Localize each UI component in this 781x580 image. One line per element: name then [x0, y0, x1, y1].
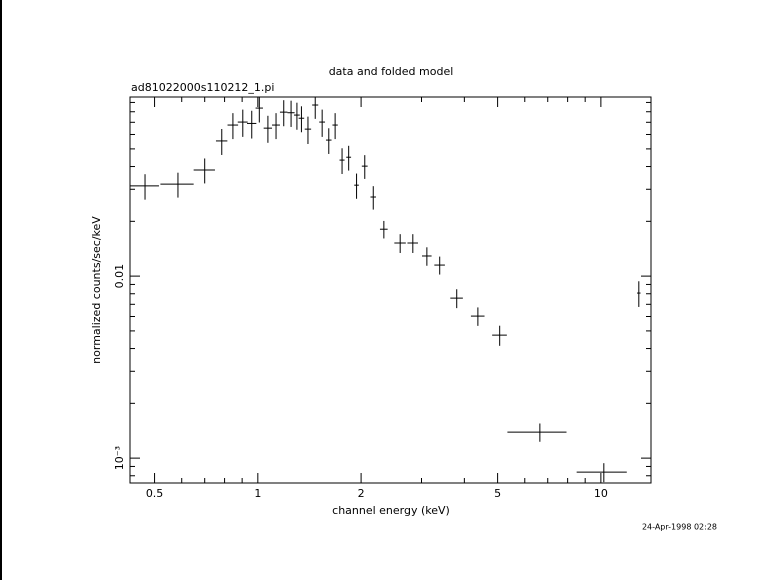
plot-frame: [129, 96, 652, 484]
y-tick-label: 10⁻³: [113, 446, 126, 470]
x-tick-label: 1: [254, 487, 261, 500]
x-tick-label: 10: [594, 487, 608, 500]
x-tick-label: 5: [494, 487, 501, 500]
timestamp: 24-Apr-1998 02:28: [642, 523, 717, 532]
y-axis-label: normalized counts/sec/keV: [90, 216, 103, 364]
x-tick-label: 2: [358, 487, 365, 500]
data-layer: [130, 97, 641, 483]
y-tick-label: 0.01: [113, 264, 126, 289]
chart-subtitle: ad81022000s110212_1.pi: [131, 81, 274, 94]
x-axis-label: channel energy (keV): [332, 504, 450, 517]
x-tick-label: 0.5: [146, 487, 164, 500]
chart-title: data and folded model: [329, 65, 454, 78]
